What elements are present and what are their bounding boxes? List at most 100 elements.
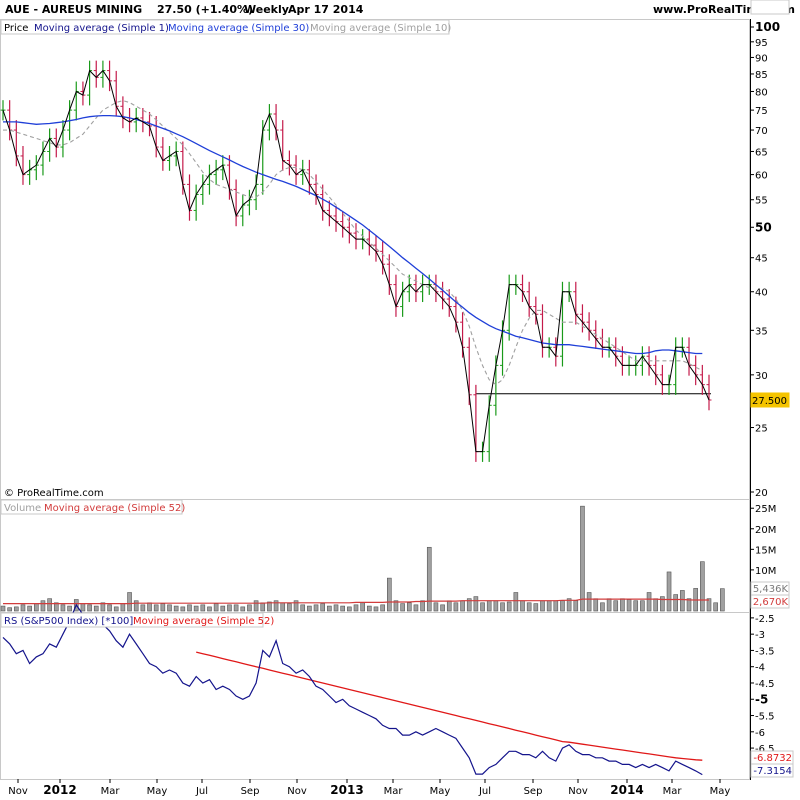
x-tick-label: Jul — [195, 786, 208, 797]
volume-bar — [313, 604, 319, 612]
volume-bar — [307, 605, 312, 612]
volume-bar — [273, 600, 279, 612]
volume-bar — [573, 600, 579, 612]
ma10-line — [3, 100, 703, 386]
volume-bar — [553, 600, 559, 612]
volume-bar — [133, 600, 139, 612]
volume-bar — [153, 604, 159, 612]
rs-value: -7.3154 — [750, 763, 794, 778]
volume-bar — [360, 602, 365, 612]
volume-bar — [367, 605, 372, 612]
volume-bar — [493, 600, 499, 612]
volume-bar — [640, 600, 645, 612]
volume-bar — [413, 604, 419, 612]
volume-bar — [620, 598, 625, 612]
x-tick-label: Jul — [478, 786, 491, 797]
volume-bar — [107, 604, 112, 612]
x-tick-label: May — [147, 786, 168, 797]
volume-bar — [480, 602, 485, 612]
volume-bar — [327, 605, 332, 612]
volume-bar — [486, 600, 492, 612]
rs-ma-value-text: -6.8732 — [753, 753, 792, 764]
volume-bar — [380, 604, 385, 612]
volume-bar — [626, 599, 632, 612]
volume-bar — [520, 600, 525, 612]
volume-bar — [713, 602, 718, 612]
rs-tick-label: -4.5 — [755, 679, 775, 690]
volume-bar — [653, 598, 659, 612]
period-label: Weekly — [244, 3, 289, 16]
volume-value: 5,436K — [750, 581, 790, 596]
volume-bar — [40, 600, 46, 612]
volume-bar — [593, 598, 599, 612]
volume-bar — [460, 600, 465, 612]
price-tick-label: 70 — [755, 126, 768, 137]
price-tick-label: 100 — [755, 20, 780, 34]
volume-bar — [27, 605, 32, 612]
price-tick-label: 85 — [755, 70, 768, 81]
rs-legend-ma52: Moving average (Simple 52) — [133, 616, 274, 627]
volume-bar — [140, 604, 146, 612]
volume-bar — [240, 606, 246, 612]
price-tick-label: 35 — [755, 326, 768, 337]
volume-ma-value: 2,670K — [750, 594, 790, 609]
rs-tick-label: -2.5 — [755, 614, 775, 625]
price-legend: Price Moving average (Simple 1) Moving a… — [0, 19, 451, 35]
volume-bar — [433, 602, 439, 612]
volume-bar — [373, 606, 379, 612]
volume-bar — [440, 604, 445, 612]
price-tick-label: 40 — [755, 288, 768, 299]
ma10-value-text: 30.450 — [752, 0, 787, 3]
volume-bar — [14, 606, 19, 612]
last-price-value-box — [750, 392, 790, 408]
volume-legend: Volume Moving average (Simple 52) — [0, 499, 185, 515]
rs-value-box — [750, 763, 794, 778]
x-tick-label: Nov — [568, 786, 588, 797]
volume-bar — [247, 604, 252, 612]
rs-tick-label: -3.5 — [755, 646, 775, 657]
volume-bar — [706, 598, 712, 612]
volume-bar — [513, 592, 519, 612]
volume-bar — [566, 598, 572, 612]
volume-bar — [686, 598, 692, 612]
volume-bar — [673, 594, 678, 612]
price-plot — [0, 60, 712, 462]
date-label: Apr 17 2014 — [288, 3, 364, 16]
volume-bar — [127, 592, 132, 612]
volume-bar — [646, 592, 652, 612]
x-tick-label: Nov — [287, 786, 307, 797]
volume-bar — [120, 603, 126, 612]
volume-bar — [446, 600, 452, 612]
volume-bar — [400, 603, 405, 612]
volume-bar — [660, 596, 665, 612]
rs-ma-line — [196, 651, 703, 761]
volume-tick-label: 10M — [755, 566, 776, 577]
volume-bar — [267, 601, 272, 612]
volume-bar — [233, 604, 239, 612]
price-tick-label: 25 — [755, 424, 768, 435]
volume-ma-line — [3, 598, 709, 605]
close-line — [2, 69, 710, 453]
price-tick-label: 55 — [755, 196, 768, 207]
volume-bar — [20, 604, 26, 612]
volume-tick-label: 20M — [755, 525, 776, 536]
volume-legend-ma52: Moving average (Simple 52) — [44, 503, 185, 514]
volume-bar — [546, 600, 552, 612]
volume-bar — [393, 600, 399, 612]
volume-bar — [506, 601, 512, 612]
volume-bar — [500, 602, 505, 612]
volume-legend-volume: Volume — [4, 503, 41, 514]
price-legend-ma10: Moving average (Simple 10) — [310, 23, 451, 34]
volume-bar — [280, 602, 286, 612]
volume-bar — [606, 598, 612, 612]
volume-bar — [353, 604, 359, 612]
volume-bar — [473, 596, 479, 612]
volume-bar — [220, 605, 226, 612]
x-tick-label: 2013 — [330, 783, 363, 797]
volume-bar — [300, 604, 306, 612]
price-tick-label: 50 — [755, 220, 772, 234]
ma10-value-box — [750, 0, 790, 15]
volume-bar — [67, 605, 72, 612]
x-tick-label: Mar — [663, 786, 683, 797]
